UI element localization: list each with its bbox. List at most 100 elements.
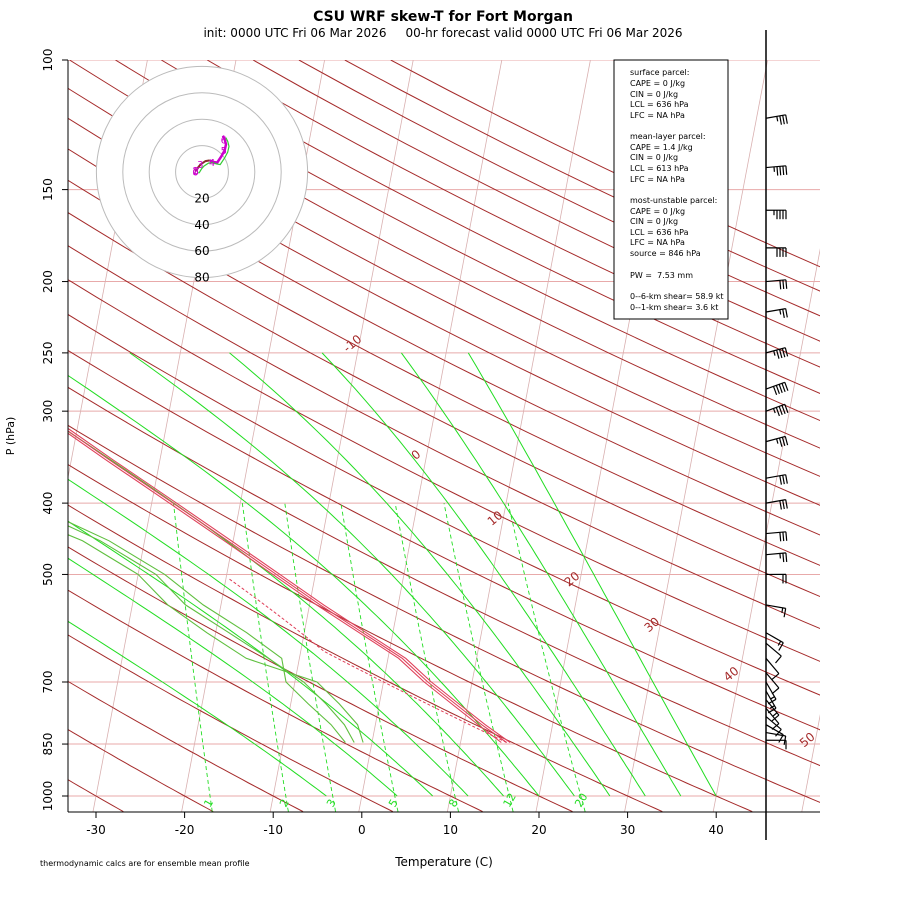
wind-barb-half-flag bbox=[772, 712, 778, 717]
x-tick-label: 0 bbox=[358, 823, 366, 837]
hodograph-height-label: 6 bbox=[221, 135, 227, 146]
mixing-ratio-labels: 1 2 3 5 8 12 20 bbox=[201, 791, 590, 810]
stat-unstable-lcl: LCL = 636 hPa bbox=[630, 228, 689, 237]
dry-adiabat-line bbox=[68, 589, 483, 812]
y-tick-label: 300 bbox=[41, 400, 55, 423]
chart-title: CSU WRF skew-T for Fort Morgan bbox=[313, 9, 573, 25]
wind-barb-flag bbox=[775, 385, 780, 395]
wind-barb-half-flag bbox=[773, 350, 776, 356]
x-tick-label: 40 bbox=[709, 823, 724, 837]
wind-barb-staff bbox=[765, 552, 786, 556]
y-tick-label: 400 bbox=[41, 492, 55, 515]
y-tick-label: 150 bbox=[41, 178, 55, 201]
wind-barb-flag bbox=[779, 280, 782, 290]
moist-adiabat-line bbox=[68, 620, 327, 797]
stat-surface-heading: surface parcel: bbox=[630, 68, 689, 77]
hodograph-background bbox=[96, 66, 308, 278]
dry-adiabat-line bbox=[68, 546, 573, 812]
wind-barb-flag bbox=[781, 405, 786, 415]
wind-barb-flag bbox=[784, 382, 789, 391]
hodograph-ring bbox=[95, 65, 309, 279]
wind-barb-flag bbox=[785, 499, 788, 509]
dry-adiabat-line bbox=[68, 424, 820, 803]
wind-barb-flag bbox=[782, 553, 785, 563]
dry-adiabat-line bbox=[68, 212, 820, 598]
wind-barbs bbox=[765, 30, 789, 840]
stat-mixed-cin: CIN = 0 J/kg bbox=[630, 153, 678, 162]
mixing-ratio-line bbox=[394, 503, 459, 812]
wind-barb-staff bbox=[765, 531, 786, 535]
wind-barb-half-flag bbox=[776, 116, 779, 122]
mixing-ratio-line bbox=[173, 503, 213, 812]
stat-mixed-cape: CAPE = 1.4 J/kg bbox=[630, 143, 693, 152]
wind-barb-flag bbox=[771, 714, 780, 722]
dry-adiabat-line bbox=[68, 117, 820, 506]
mixing-ratio-label: 1 bbox=[201, 797, 216, 810]
wind-barb-staff bbox=[765, 699, 780, 716]
wind-barb-flag bbox=[771, 687, 780, 695]
dry-adiabat-line bbox=[115, 60, 820, 422]
wind-barb-flag bbox=[785, 279, 788, 289]
dry-adiabat-line bbox=[68, 504, 663, 812]
dewpoint-profile bbox=[68, 521, 364, 743]
dry-adiabat-line bbox=[68, 313, 820, 696]
chart-subtitle: init: 0000 UTC Fri 06 Mar 2026 00-hr for… bbox=[203, 26, 682, 40]
dry-adiabat-line bbox=[68, 245, 820, 630]
y-axis-title: P (hPa) bbox=[4, 417, 17, 456]
hodograph-member-trace bbox=[197, 137, 230, 174]
stat-surface-lcl: LCL = 636 hPa bbox=[630, 100, 689, 109]
isotherm-line bbox=[447, 60, 591, 812]
wind-barb-staff bbox=[765, 642, 782, 657]
mixing-ratio-line bbox=[284, 503, 336, 812]
hodograph-height-label: 0 bbox=[192, 167, 198, 178]
wind-barb-flag bbox=[778, 642, 784, 651]
mixing-ratio-label: 20 bbox=[572, 791, 590, 810]
y-tick-label: 700 bbox=[41, 671, 55, 694]
isotherm-line bbox=[801, 713, 820, 812]
dry-adiabat-line bbox=[68, 179, 820, 566]
isotherm-lines bbox=[68, 60, 820, 812]
wind-barb-flag bbox=[782, 280, 785, 290]
stat-surface-cin: CIN = 0 J/kg bbox=[630, 90, 678, 99]
stat-surface-lfc: LFC = NA hPa bbox=[630, 111, 685, 120]
wind-barb-half-flag bbox=[779, 309, 782, 315]
wind-barb-flag bbox=[778, 406, 783, 416]
hodograph-ring-label: 20 bbox=[194, 191, 209, 205]
hodograph-height-label: 4 bbox=[209, 158, 215, 169]
wind-barb-flag bbox=[778, 384, 783, 393]
mixing-ratio-line bbox=[443, 503, 514, 812]
y-tick-label: 100 bbox=[41, 49, 55, 72]
x-tick-label: -30 bbox=[86, 823, 106, 837]
stat-unstable-cin: CIN = 0 J/kg bbox=[630, 217, 678, 226]
isotherm-line bbox=[712, 248, 820, 812]
footnote: thermodynamic calcs are for ensemble mea… bbox=[40, 859, 250, 868]
wind-barb-half-flag bbox=[781, 607, 784, 613]
wind-barb-flag bbox=[771, 673, 780, 680]
wind-barb-flag bbox=[775, 407, 780, 417]
x-tick-label: -10 bbox=[263, 823, 283, 837]
dry-adiabat-line bbox=[68, 728, 214, 812]
moist-adiabat-line bbox=[321, 352, 646, 797]
wind-barb-flag bbox=[775, 729, 782, 737]
moist-adiabat-line bbox=[129, 352, 575, 797]
moist-adiabat-line bbox=[68, 520, 434, 797]
wind-barb-flag bbox=[779, 115, 782, 125]
wind-barb-staff bbox=[765, 347, 786, 354]
mixing-ratio-label: 12 bbox=[501, 791, 519, 810]
dry-adiabat-line bbox=[68, 634, 394, 812]
y-tick-label: 250 bbox=[41, 341, 55, 364]
dewpoint-line bbox=[68, 521, 346, 743]
mixing-ratio-label: 3 bbox=[324, 797, 339, 810]
wind-barb-half-flag bbox=[779, 553, 781, 559]
wind-barb-half-flag bbox=[777, 640, 782, 646]
dry-adiabat-line bbox=[69, 60, 820, 449]
wind-barb-staff bbox=[765, 165, 786, 169]
wind-barb-staff bbox=[765, 724, 784, 736]
wind-barb-staff bbox=[765, 731, 786, 737]
mixing-ratio-label: 2 bbox=[277, 797, 292, 810]
stat-unstable-cape: CAPE = 0 J/kg bbox=[630, 207, 685, 216]
mixing-ratio-line bbox=[241, 503, 289, 812]
stat-surface-cape: CAPE = 0 J/kg bbox=[630, 79, 685, 88]
